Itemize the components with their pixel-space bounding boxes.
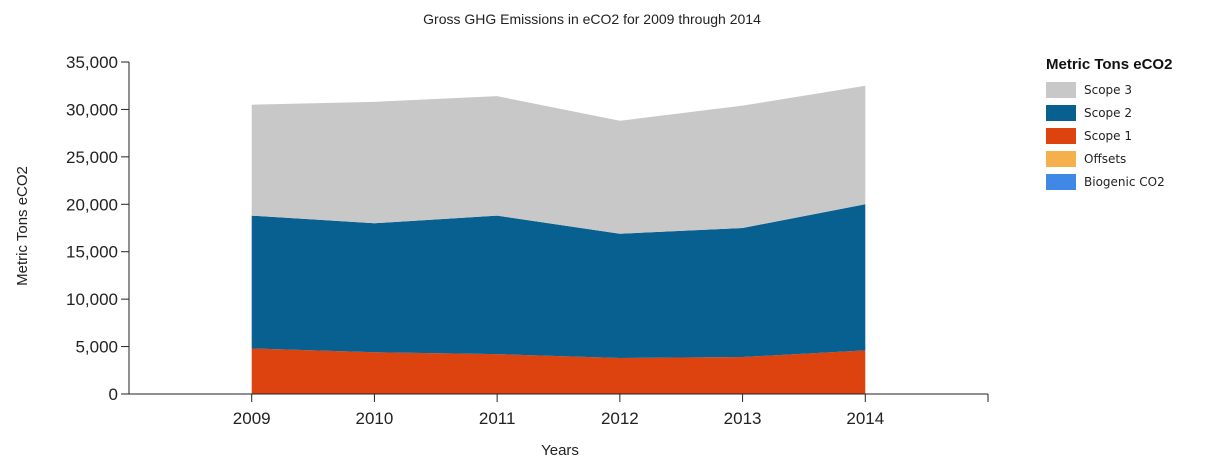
y-tick-label: 0 <box>109 385 118 404</box>
area-scope-2 <box>251 204 866 358</box>
y-tick-label: 20,000 <box>66 195 118 214</box>
area-layers <box>251 85 866 394</box>
legend-swatch-scope-1 <box>1046 128 1076 144</box>
x-tick-label: 2009 <box>233 409 271 428</box>
y-tick-label: 25,000 <box>66 148 118 167</box>
y-tick-label: 5,000 <box>75 338 118 357</box>
area-scope-1 <box>251 348 866 394</box>
legend-label-scope-3: Scope 3 <box>1084 83 1132 97</box>
x-tick-label: 2012 <box>601 409 639 428</box>
x-tick-label: 2014 <box>846 409 884 428</box>
legend-label-biogenic-co2: Biogenic CO2 <box>1084 175 1165 189</box>
legend-label-offsets: Offsets <box>1084 152 1126 166</box>
x-axis-label: Years <box>541 442 579 459</box>
legend-label-scope-1: Scope 1 <box>1084 129 1132 143</box>
legend-swatch-scope-2 <box>1046 105 1076 121</box>
legend-title: Metric Tons eCO2 <box>1046 56 1172 73</box>
legend-label-scope-2: Scope 2 <box>1084 106 1132 120</box>
chart-title: Gross GHG Emissions in eCO2 for 2009 thr… <box>423 11 761 27</box>
x-tick-label: 2013 <box>724 409 762 428</box>
legend-swatch-biogenic-co2 <box>1046 174 1076 190</box>
axes: 0 5,000 10,000 15,000 20,000 25,000 30,000 35,0… <box>66 53 989 428</box>
x-tick-label: 2010 <box>356 409 394 428</box>
y-axis-label: Metric Tons eCO2 <box>14 166 31 286</box>
x-tick-label: 2011 <box>479 409 516 428</box>
legend-swatch-scope-3 <box>1046 82 1076 98</box>
legend: Scope 3 Scope 2 Scope 1 Offsets Biogenic CO2 <box>1046 82 1165 190</box>
y-tick-label: 15,000 <box>66 243 118 262</box>
y-tick-label: 30,000 <box>66 100 118 119</box>
legend-swatch-offsets <box>1046 151 1076 167</box>
y-tick-label: 10,000 <box>66 290 118 309</box>
area-scope-3 <box>251 85 866 234</box>
y-tick-label: 35,000 <box>66 53 118 72</box>
